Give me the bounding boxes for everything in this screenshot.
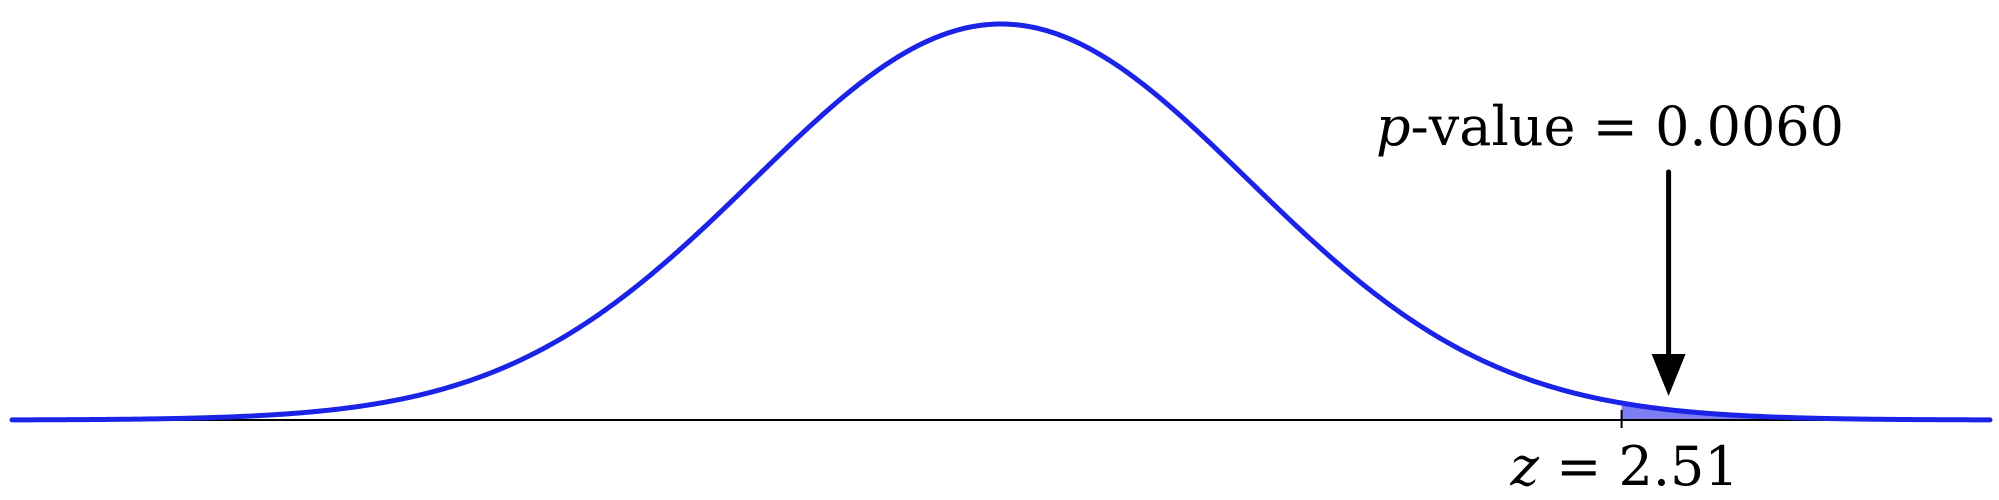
arrow-head <box>1651 354 1686 396</box>
z-value-text: = 2.51 <box>1539 435 1739 498</box>
p-symbol: p <box>1376 95 1411 158</box>
p-value-annotation: p-value = 0.0060 <box>1376 95 1844 158</box>
p-value-text: -value = 0.0060 <box>1411 95 1844 158</box>
normal-density-curve <box>9 21 1993 423</box>
down-arrow-icon <box>1651 169 1686 396</box>
z-statistic-label: z = 2.51 <box>1509 435 1738 498</box>
z-symbol: z <box>1509 435 1539 498</box>
